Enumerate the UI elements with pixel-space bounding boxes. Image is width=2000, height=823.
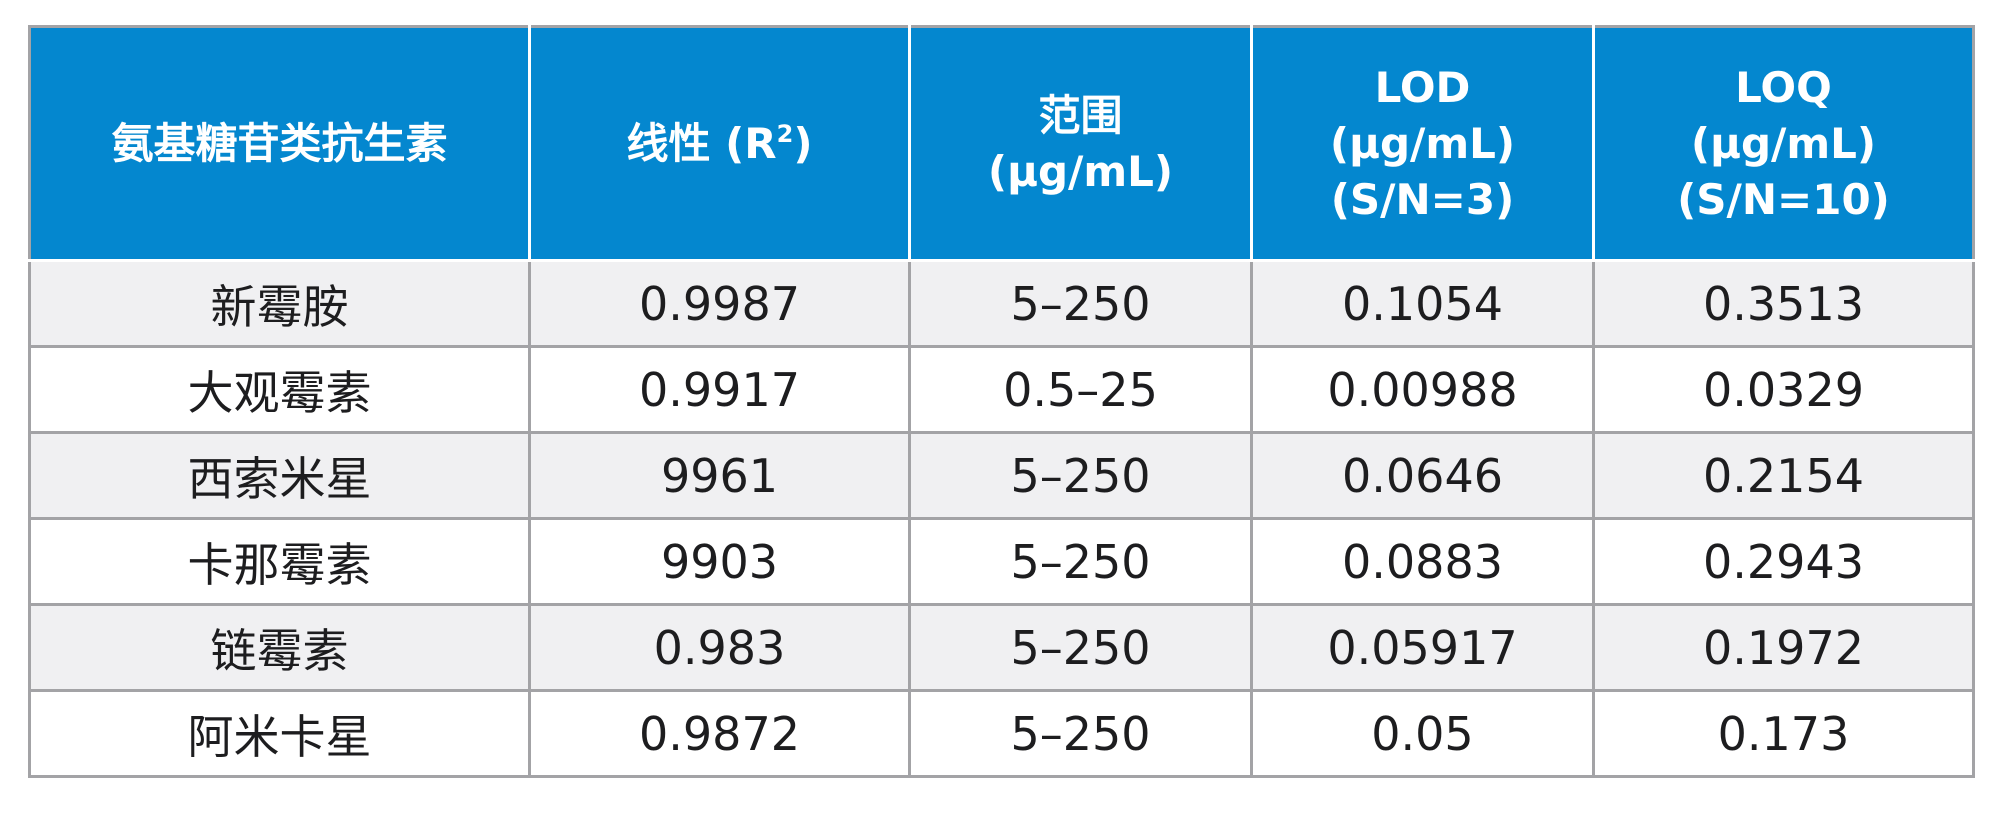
cell-lod: 0.05 [1250, 689, 1595, 778]
header-linearity: 线性 (R2) [528, 25, 911, 262]
header-row: 氨基糖苷类抗生素 线性 (R2) 范围 (µg/mL) LOD (µg/mL) … [28, 25, 1975, 262]
cell-range: 5–250 [908, 517, 1253, 606]
cell-linearity: 0.983 [528, 603, 911, 692]
header-linearity-close: ) [793, 118, 813, 168]
cell-loq: 0.2943 [1592, 517, 1975, 606]
table-header: 氨基糖苷类抗生素 线性 (R2) 范围 (µg/mL) LOD (µg/mL) … [28, 25, 1975, 262]
cell-name: 链霉素 [28, 603, 531, 692]
cell-range: 5–250 [908, 259, 1253, 348]
table-container: 氨基糖苷类抗生素 线性 (R2) 范围 (µg/mL) LOD (µg/mL) … [28, 25, 1975, 778]
cell-loq: 0.0329 [1592, 345, 1975, 434]
header-range: 范围 (µg/mL) [908, 25, 1253, 262]
header-linearity-label: 线性 (R [626, 118, 777, 168]
header-range-label: 范围 [1038, 90, 1123, 140]
cell-name: 阿米卡星 [28, 689, 531, 778]
cell-range: 5–250 [908, 603, 1253, 692]
table-row: 链霉素 0.983 5–250 0.05917 0.1972 [28, 603, 1975, 692]
cell-loq: 0.1972 [1592, 603, 1975, 692]
header-loq: LOQ (µg/mL) (S/N=10) [1592, 25, 1975, 262]
cell-lod: 0.05917 [1250, 603, 1595, 692]
cell-linearity: 9903 [528, 517, 911, 606]
header-antibiotic-label: 氨基糖苷类抗生素 [111, 118, 448, 168]
cell-name: 卡那霉素 [28, 517, 531, 606]
cell-linearity: 9961 [528, 431, 911, 520]
table-body: 新霉胺 0.9987 5–250 0.1054 0.3513 大观霉素 0.99… [28, 259, 1975, 778]
header-lod-ratio: (S/N=3) [1330, 174, 1515, 224]
cell-name: 大观霉素 [28, 345, 531, 434]
table-row: 阿米卡星 0.9872 5–250 0.05 0.173 [28, 689, 1975, 778]
header-linearity-superscript: 2 [776, 119, 794, 148]
cell-lod: 0.00988 [1250, 345, 1595, 434]
cell-linearity: 0.9872 [528, 689, 911, 778]
cell-linearity: 0.9917 [528, 345, 911, 434]
header-range-unit: (µg/mL) [987, 146, 1174, 196]
cell-lod: 0.0883 [1250, 517, 1595, 606]
cell-name: 新霉胺 [28, 259, 531, 348]
table-row: 新霉胺 0.9987 5–250 0.1054 0.3513 [28, 259, 1975, 348]
cell-lod: 0.0646 [1250, 431, 1595, 520]
cell-loq: 0.173 [1592, 689, 1975, 778]
header-lod-unit: (µg/mL) [1329, 118, 1516, 168]
cell-range: 5–250 [908, 431, 1253, 520]
cell-name: 西索米星 [28, 431, 531, 520]
cell-linearity: 0.9987 [528, 259, 911, 348]
cell-lod: 0.1054 [1250, 259, 1595, 348]
cell-range: 5–250 [908, 689, 1253, 778]
antibiotics-table: 氨基糖苷类抗生素 线性 (R2) 范围 (µg/mL) LOD (µg/mL) … [28, 25, 1975, 778]
cell-range: 0.5–25 [908, 345, 1253, 434]
cell-loq: 0.3513 [1592, 259, 1975, 348]
header-lod: LOD (µg/mL) (S/N=3) [1250, 25, 1595, 262]
header-antibiotic: 氨基糖苷类抗生素 [28, 25, 531, 262]
header-loq-label: LOQ [1735, 62, 1832, 112]
header-lod-label: LOD [1374, 62, 1471, 112]
table-row: 西索米星 9961 5–250 0.0646 0.2154 [28, 431, 1975, 520]
header-loq-unit: (µg/mL) [1690, 118, 1877, 168]
header-loq-ratio: (S/N=10) [1677, 174, 1890, 224]
cell-loq: 0.2154 [1592, 431, 1975, 520]
table-row: 大观霉素 0.9917 0.5–25 0.00988 0.0329 [28, 345, 1975, 434]
table-row: 卡那霉素 9903 5–250 0.0883 0.2943 [28, 517, 1975, 606]
